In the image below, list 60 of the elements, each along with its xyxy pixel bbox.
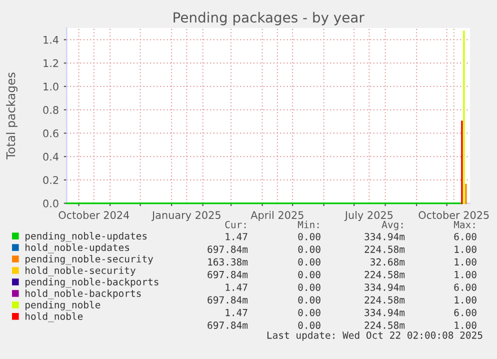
text: 6.00 <box>454 284 476 291</box>
x-tick-label: January 2025 <box>151 211 220 222</box>
text: 1.00 <box>454 296 476 304</box>
legend-label: pending_noble <box>26 300 100 311</box>
text: 163.38m <box>208 258 248 266</box>
x-tick-label: April 2025 <box>250 210 304 222</box>
text: 334.94m <box>364 284 405 291</box>
text: 224.58m <box>364 270 405 278</box>
y-tick-label: 0.8 <box>43 106 58 114</box>
text: 224.58m <box>364 246 405 253</box>
y-tick-label: 0.2 <box>43 176 58 184</box>
legend-label: pending_noble-backports <box>26 278 158 288</box>
text: 334.94m <box>364 232 405 240</box>
text: 1.00 <box>454 322 476 329</box>
text: 697.84m <box>208 246 248 253</box>
chart-title: Pending packages - by year <box>174 12 364 26</box>
text: Max: <box>454 221 475 228</box>
text: 697.84m <box>208 322 248 329</box>
legend-label: pending_noble-security <box>26 254 154 265</box>
text: 0.00 <box>298 322 320 329</box>
text: 0.00 <box>298 296 320 304</box>
text: 0.00 <box>298 232 320 240</box>
y-tick-label: 0.0 <box>43 200 58 208</box>
legend-label: hold_noble-backports <box>26 289 141 300</box>
text: 1.00 <box>454 246 476 253</box>
text: 334.94m <box>364 308 405 316</box>
x-tick-label: October 2025 <box>418 210 489 219</box>
y-tick-label: 1.2 <box>44 59 58 68</box>
text: 1.47 <box>226 284 248 291</box>
text: 0.00 <box>298 270 320 278</box>
text: 0.00 <box>298 246 320 253</box>
text: Cur: <box>225 220 246 228</box>
y-tick-label: 0.4 <box>43 152 58 161</box>
legend-label: hold_noble-security <box>26 266 136 276</box>
text: 1.47 <box>226 309 248 316</box>
y-axis-title: Total packages <box>6 72 18 160</box>
text: Avg: <box>382 221 403 230</box>
legend-label: hold_noble-updates <box>26 243 130 254</box>
y-tick-label: 0.6 <box>43 129 58 138</box>
text: 0.00 <box>298 308 320 316</box>
text: 697.84m <box>208 296 248 304</box>
text: 0.00 <box>298 284 320 291</box>
text: 6.00 <box>454 308 476 316</box>
legend-label: hold_noble <box>26 312 83 322</box>
legend-label: pending_noble-updates <box>26 232 147 242</box>
text: 0.00 <box>298 258 320 266</box>
text: 32.68m <box>370 258 405 266</box>
text: 697.84m <box>208 270 248 278</box>
text: Last update: Wed Oct 22 02:00:08 2025 <box>267 331 482 341</box>
text: Min: <box>298 220 319 228</box>
y-tick-label: 1.0 <box>44 82 58 91</box>
text: 224.58m <box>364 296 405 304</box>
text: 1.00 <box>454 270 476 278</box>
y-tick-label: 1.4 <box>44 36 58 44</box>
text: 1.47 <box>226 233 248 240</box>
x-tick-label: July 2025 <box>344 210 393 222</box>
text: 224.58m <box>364 322 405 329</box>
x-tick-label: October 2024 <box>58 210 130 219</box>
text: 6.00 <box>454 232 476 240</box>
text: 1.00 <box>454 258 476 266</box>
